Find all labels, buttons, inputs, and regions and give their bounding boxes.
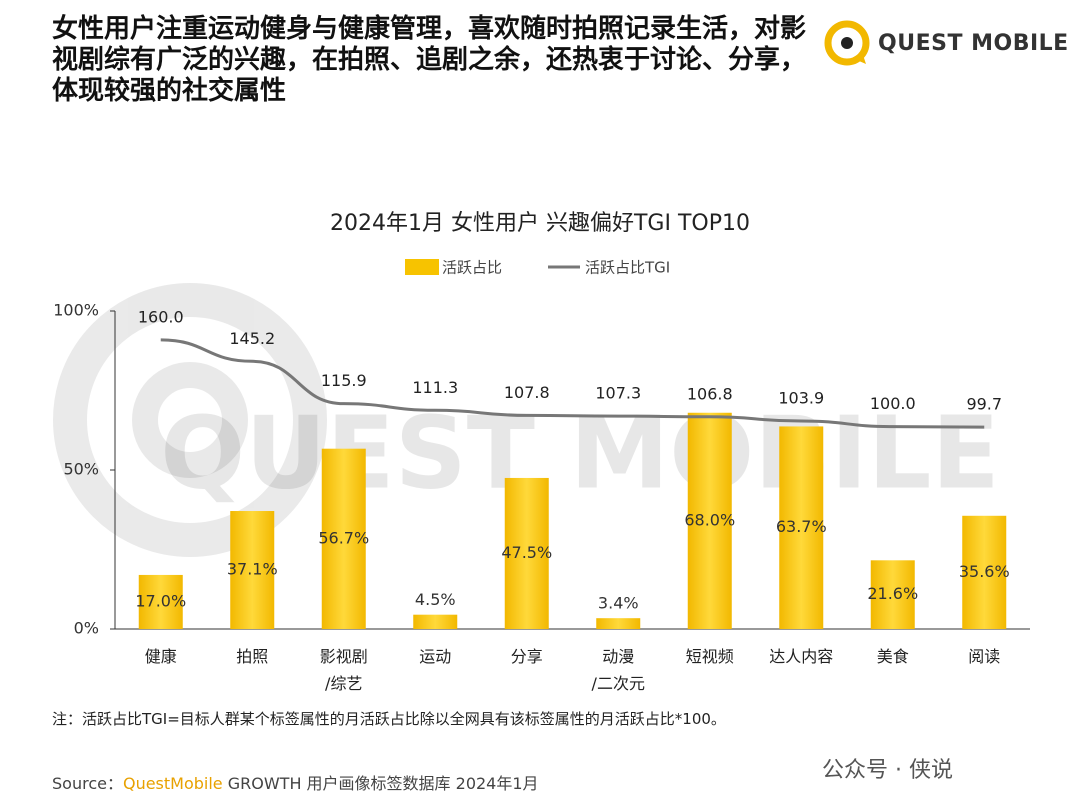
x-tick-label: 分享 <box>510 647 543 666</box>
line-value-label: 107.3 <box>595 384 641 403</box>
bar-value-label: 4.5% <box>415 590 456 609</box>
bar-value-label: 17.0% <box>135 591 186 610</box>
line-value-label: 100.0 <box>870 394 916 413</box>
source-text: GROWTH 用户画像标签数据库 2024年1月 <box>227 774 539 793</box>
legend-label: 活跃占比 <box>442 259 502 277</box>
x-tick-label: 动漫 /二次元 <box>591 647 645 693</box>
line-value-label: 106.8 <box>687 384 733 403</box>
source-label: Source： <box>52 774 123 793</box>
x-tick-label: 达人内容 <box>769 647 834 666</box>
source: Source：QuestMobile GROWTH 用户画像标签数据库 2024… <box>52 770 539 794</box>
legend-swatch <box>405 259 439 275</box>
note: 注：活跃占比TGI=目标人群某个标签属性的月活跃占比除以全网具有该标签属性的月活… <box>52 710 726 728</box>
x-tick-label: 健康 <box>144 647 177 666</box>
wechat: 公众号 · 侠说 <box>822 758 953 783</box>
line-value-label: 107.8 <box>504 383 550 402</box>
x-tick-label: 短视频 <box>685 647 734 666</box>
line-value-label: 160.0 <box>138 307 184 326</box>
bar-value-label: 47.5% <box>501 543 552 562</box>
logo: QUEST MOBILE <box>822 18 1069 68</box>
x-tick-label: 运动 <box>419 647 452 666</box>
bar <box>413 614 458 629</box>
heading: 女性用户注重运动健身与健康管理，喜欢随时拍照记录生活，对影视剧综有广泛的兴趣，在… <box>52 14 807 106</box>
bar-value-label: 3.4% <box>598 594 639 613</box>
y-tick-label: 50% <box>63 460 99 479</box>
y-tick-label: 100% <box>53 301 99 320</box>
bar-value-label: 37.1% <box>227 560 278 579</box>
bar <box>870 560 915 629</box>
line-value-label: 145.2 <box>229 329 275 348</box>
x-tick-label: 影视剧 /综艺 <box>319 647 368 693</box>
watermark-icon <box>53 283 327 557</box>
logo-text: QUEST MOBILE <box>878 30 1069 56</box>
line-value-label: 111.3 <box>412 378 458 397</box>
line-value-label: 115.9 <box>321 371 367 390</box>
chart-title: 2024年1月 女性用户 兴趣偏好TGI TOP10 <box>330 211 750 236</box>
x-tick-label: 阅读 <box>968 647 1001 666</box>
bar <box>596 618 641 629</box>
tgi-line <box>160 338 985 429</box>
bar <box>321 448 366 629</box>
bar-value-label: 21.6% <box>867 584 918 603</box>
x-tick-label: 美食 <box>876 647 909 666</box>
source-brand: QuestMobile <box>122 774 223 793</box>
bar-value-label: 56.7% <box>318 528 369 547</box>
bar-value-label: 68.0% <box>684 510 735 529</box>
watermark: QUEST MOBILE <box>160 394 1000 511</box>
bar-value-label: 35.6% <box>959 562 1010 581</box>
legend-label: 活跃占比TGI <box>585 259 670 277</box>
line-value-label: 99.7 <box>966 395 1002 414</box>
logo-icon <box>824 20 870 66</box>
y-tick-label: 0% <box>74 619 99 638</box>
bar <box>138 574 183 629</box>
bar <box>687 412 732 629</box>
bar-value-label: 63.7% <box>776 517 827 536</box>
bar <box>230 511 275 629</box>
bar <box>962 515 1007 629</box>
x-tick-label: 拍照 <box>236 647 269 666</box>
bar <box>504 477 549 629</box>
line-value-label: 103.9 <box>778 388 824 407</box>
bar <box>779 426 824 629</box>
